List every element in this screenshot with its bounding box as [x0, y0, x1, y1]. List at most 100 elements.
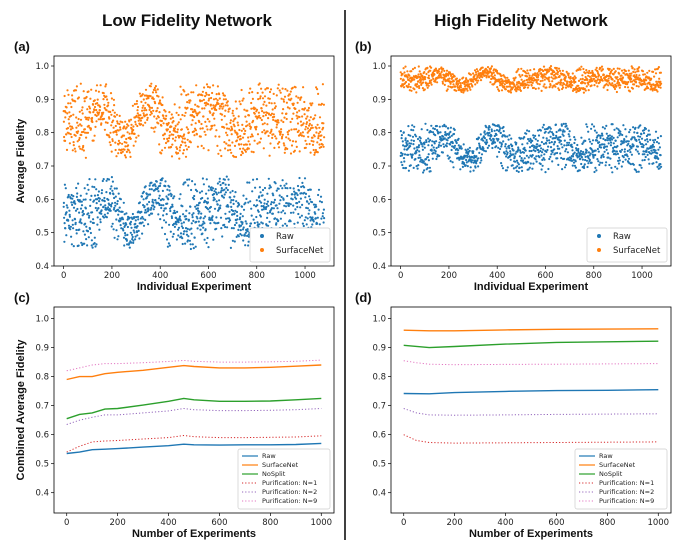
data-point [431, 157, 434, 160]
data-point [547, 70, 551, 73]
y-tick-label: 1.0 [372, 315, 386, 325]
data-point [506, 151, 509, 154]
data-point [523, 146, 526, 149]
data-point [69, 102, 72, 105]
data-point [113, 104, 116, 107]
data-point [309, 198, 312, 201]
data-point [69, 125, 72, 128]
data-point [478, 142, 481, 145]
data-point [87, 90, 90, 93]
data-point [277, 146, 281, 149]
data-point [459, 168, 462, 171]
data-point [577, 68, 580, 71]
data-point [573, 141, 576, 145]
data-point [268, 154, 271, 157]
data-point [275, 189, 278, 192]
data-point [651, 151, 654, 154]
data-point [234, 117, 237, 120]
data-point [257, 210, 260, 213]
data-point [241, 152, 244, 155]
data-point [214, 222, 217, 225]
data-point [461, 165, 464, 168]
data-point [116, 238, 119, 241]
data-point [521, 169, 524, 172]
data-point [490, 130, 493, 133]
data-point [162, 214, 165, 217]
data-point [245, 120, 248, 123]
data-point [497, 146, 500, 149]
data-point [425, 140, 428, 144]
data-point [432, 77, 435, 80]
data-point [632, 144, 635, 147]
data-point [322, 208, 325, 211]
data-point [614, 70, 617, 73]
data-point [479, 161, 482, 164]
legend-label: NoSplit [262, 470, 286, 478]
data-point [76, 140, 79, 143]
data-point [526, 69, 529, 72]
data-point [316, 151, 319, 154]
data-point [599, 161, 602, 164]
data-point [604, 138, 607, 142]
data-point [449, 130, 452, 133]
data-point [555, 134, 558, 137]
data-point [570, 143, 573, 146]
data-point [149, 113, 152, 116]
data-point [442, 135, 445, 138]
data-point [261, 208, 264, 211]
data-point [119, 219, 122, 222]
data-point [470, 161, 473, 164]
data-point [119, 224, 122, 227]
data-point [124, 145, 127, 148]
data-point [518, 73, 521, 76]
data-point [263, 186, 267, 190]
data-point [95, 243, 98, 246]
x-tick-label: 1000 [294, 271, 316, 281]
data-point [220, 227, 223, 230]
data-point [406, 70, 409, 73]
data-point [73, 218, 77, 221]
data-point [284, 88, 287, 91]
data-point [539, 67, 542, 71]
data-point [164, 117, 167, 120]
data-point [242, 208, 246, 211]
data-point [116, 122, 119, 125]
data-point [306, 207, 309, 210]
data-point [173, 209, 176, 212]
data-point [554, 85, 557, 88]
data-point [132, 144, 135, 147]
data-point [275, 137, 278, 140]
data-point [97, 207, 100, 210]
data-point [643, 158, 646, 162]
data-point [485, 76, 488, 79]
data-point [134, 140, 137, 143]
data-point [512, 167, 516, 170]
data-point [176, 147, 179, 150]
data-point [171, 143, 174, 146]
data-point [452, 132, 456, 136]
data-point [199, 228, 202, 231]
data-point [616, 136, 619, 139]
legend-label: Purification: N=1 [262, 479, 317, 487]
data-point [558, 74, 561, 78]
data-point [110, 150, 113, 153]
data-point [238, 143, 241, 146]
data-point [189, 141, 192, 144]
series-line-surfacenet [403, 328, 659, 332]
data-point [277, 219, 280, 222]
data-point [283, 95, 287, 98]
data-point [72, 141, 75, 144]
data-point [209, 103, 212, 106]
data-point [168, 244, 171, 247]
data-point [211, 219, 214, 222]
data-point [87, 118, 90, 121]
data-point [146, 203, 149, 206]
data-point [632, 163, 635, 166]
data-point [70, 243, 73, 246]
data-point [251, 135, 254, 138]
data-point [322, 122, 325, 125]
data-point [309, 116, 312, 119]
data-point [194, 129, 197, 132]
data-point [242, 127, 245, 130]
data-point [161, 149, 164, 152]
